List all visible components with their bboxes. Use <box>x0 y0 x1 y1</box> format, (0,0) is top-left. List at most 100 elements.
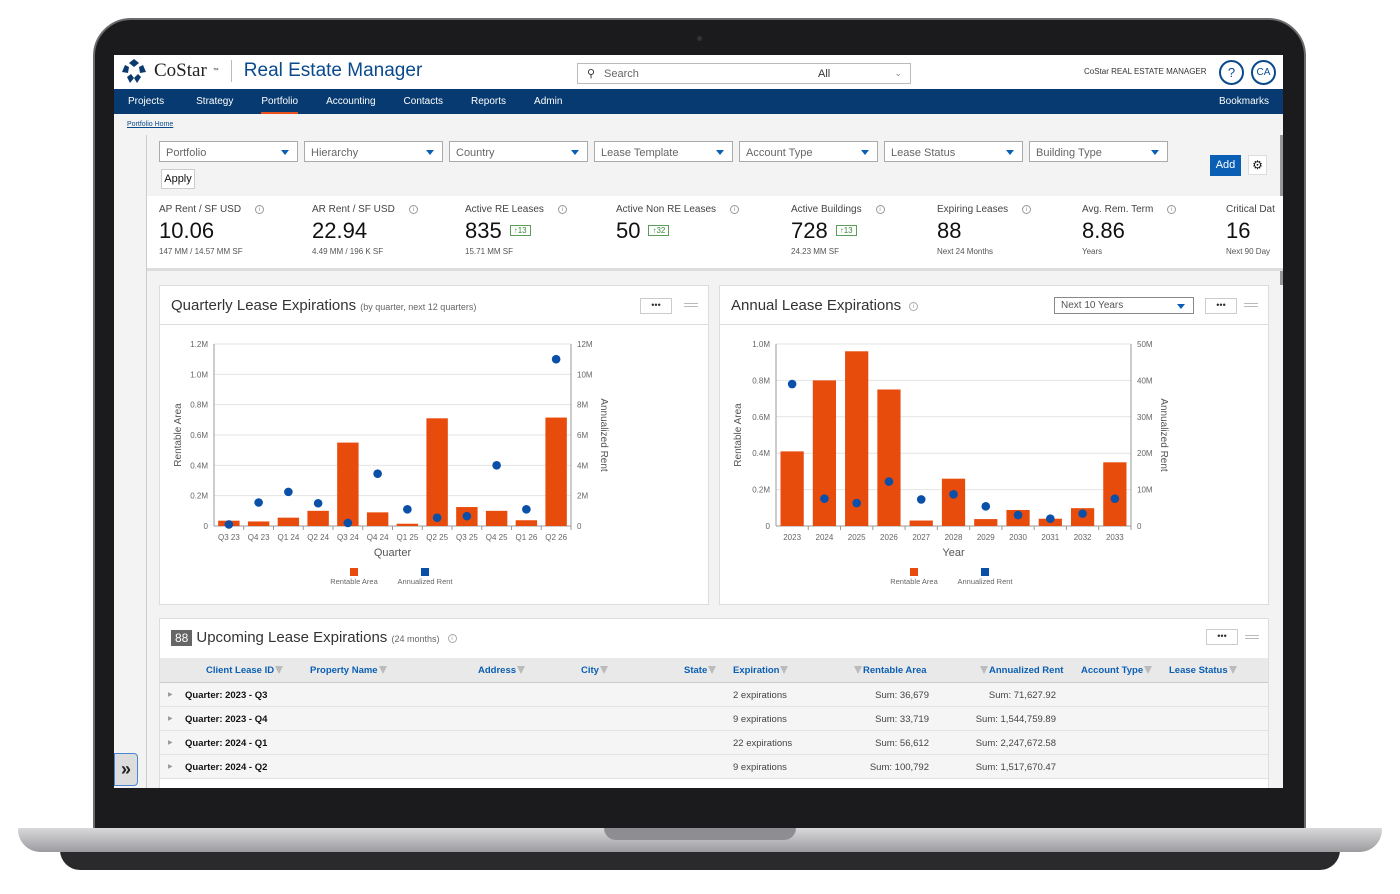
y2-tick-label: 8M <box>577 401 588 410</box>
kpi-card[interactable]: Active Buildings i 728 ↑13 24.23 MM SF <box>791 204 885 256</box>
more-options-button[interactable]: ••• <box>1205 298 1237 314</box>
x-tick-label: Q1 24 <box>277 533 299 542</box>
info-icon[interactable]: i <box>875 205 885 214</box>
nav-reports[interactable]: Reports <box>471 96 507 107</box>
y2-tick-label: 50M <box>1137 340 1153 349</box>
info-icon[interactable]: i <box>909 302 919 311</box>
table-row[interactable]: ▶ Quarter: 2023 - Q3 2 expirations Sum: 36,… <box>160 683 1268 707</box>
nav-admin[interactable]: Admin <box>534 96 563 107</box>
column-header[interactable]: City <box>581 665 609 676</box>
filter-icon[interactable] <box>780 666 789 674</box>
count-badge: 88 <box>171 630 193 646</box>
caret-down-icon <box>861 150 869 155</box>
kpi-label-text: Active RE Leases <box>465 204 544 215</box>
add-button[interactable]: Add <box>1210 155 1241 176</box>
drag-handle-icon[interactable] <box>684 303 698 307</box>
filter-icon[interactable] <box>1144 666 1153 674</box>
kpi-value-text: 88 <box>937 218 962 243</box>
title-text: Quarterly Lease Expirations <box>171 297 357 314</box>
filter-icon[interactable] <box>378 666 387 674</box>
more-options-button[interactable]: ••• <box>640 298 672 314</box>
x-tick-label: 2024 <box>816 533 834 542</box>
bookmarks-link[interactable]: Bookmarks <box>1218 96 1269 107</box>
help-button[interactable]: ? <box>1219 60 1244 85</box>
column-header[interactable]: State <box>684 665 717 676</box>
info-icon[interactable]: i <box>1167 205 1177 214</box>
column-header[interactable]: Property Name <box>310 665 388 676</box>
expand-row-icon[interactable]: ▶ <box>168 740 173 746</box>
expand-sidebar-button[interactable]: » <box>114 753 138 786</box>
search-scope-select[interactable]: All <box>818 67 831 80</box>
range-select[interactable]: Next 10 Years <box>1054 297 1194 314</box>
more-options-button[interactable]: ••• <box>1206 629 1238 645</box>
column-header[interactable]: Address <box>478 665 526 676</box>
filter-icon[interactable] <box>980 666 988 674</box>
table-row[interactable]: ▶ Quarter: 2024 - Q2 9 expirations Sum: 100… <box>160 755 1268 779</box>
filter-icon[interactable] <box>599 666 608 674</box>
kpi-card[interactable]: Active Non RE Leases i 50 ↑32 <box>616 204 740 247</box>
column-header[interactable]: Annualized Rent <box>979 665 1063 676</box>
filter-icon[interactable] <box>1228 666 1237 674</box>
filter-lease-template[interactable]: Lease Template <box>594 141 733 162</box>
filter-icon[interactable] <box>517 666 526 674</box>
x-tick-label: 2027 <box>912 533 930 542</box>
point-2023 <box>787 379 797 389</box>
expand-row-icon[interactable]: ▶ <box>168 692 173 698</box>
brand-name: CoStar <box>154 60 207 81</box>
kpi-value-text: 835 <box>465 218 502 243</box>
expand-row-icon[interactable]: ▶ <box>168 716 173 722</box>
apply-button[interactable]: Apply <box>161 169 195 189</box>
x-tick-label: 2023 <box>783 533 801 542</box>
kpi-card[interactable]: AR Rent / SF USD i 22.94 4.49 MM / 196 K … <box>312 204 418 256</box>
kpi-card[interactable]: AP Rent / SF USD i 10.06 147 MM / 14.57 M… <box>159 204 265 256</box>
filter-hierarchy[interactable]: Hierarchy <box>304 141 443 162</box>
drag-handle-icon[interactable] <box>1245 635 1259 639</box>
column-header[interactable]: Client Lease ID <box>206 665 284 676</box>
info-icon[interactable]: i <box>255 205 265 214</box>
filter-lease-status[interactable]: Lease Status <box>884 141 1023 162</box>
y-tick-label: 1.0M <box>190 370 208 379</box>
kpi-value: 50 ↑32 <box>616 218 739 244</box>
kpi-card[interactable]: Expiring Leases i 88 Next 24 Months <box>937 204 1032 256</box>
nav-strategy[interactable]: Strategy <box>196 96 234 107</box>
info-icon[interactable]: i <box>1022 205 1032 214</box>
kpi-card[interactable]: Critical Dat 16 Next 90 Day <box>1226 204 1275 256</box>
column-header[interactable]: Lease Status <box>1169 665 1238 676</box>
filter-portfolio[interactable]: Portfolio <box>159 141 298 162</box>
expand-row-icon[interactable]: ▶ <box>168 764 173 770</box>
info-icon[interactable]: i <box>730 205 740 214</box>
nav-portfolio[interactable]: Portfolio <box>247 89 312 114</box>
column-header[interactable]: Rentable Area <box>853 665 927 676</box>
nav-projects[interactable]: Projects <box>128 96 165 107</box>
search-input[interactable]: ⚲ Search All ⌄ <box>577 63 911 84</box>
column-label: State <box>684 665 708 676</box>
info-icon[interactable]: i <box>447 634 457 643</box>
breadcrumb[interactable]: Portfolio Home <box>127 121 174 128</box>
info-icon[interactable]: i <box>408 205 418 214</box>
gear-icon[interactable]: ⚙ <box>1248 155 1267 175</box>
info-icon[interactable]: i <box>557 205 567 214</box>
table-row[interactable]: ▶ Quarter: 2024 - Q1 22 expirations Sum: 56… <box>160 731 1268 755</box>
legend-swatch <box>910 568 918 576</box>
table-row[interactable]: ▶ Quarter: 2023 - Q4 9 expirations Sum: 33,… <box>160 707 1268 731</box>
kpi-card[interactable]: Active RE Leases i 835 ↑13 15.71 MM SF <box>465 204 567 256</box>
filter-country[interactable]: Country <box>449 141 588 162</box>
nav-accounting[interactable]: Accounting <box>326 96 376 107</box>
kpi-value: 10.06 <box>159 218 264 244</box>
point-Q1-24 <box>284 487 293 497</box>
filter-account-type[interactable]: Account Type <box>739 141 878 162</box>
filter-icon[interactable] <box>854 666 862 674</box>
kpi-card[interactable]: Avg. Rem. Term i 8.86 Years <box>1082 204 1177 256</box>
filter-icon[interactable] <box>708 666 717 674</box>
y2-tick-label: 0 <box>1137 522 1142 531</box>
filter-icon[interactable] <box>275 666 284 674</box>
logo[interactable]: CoStar ™ Real Estate Manager <box>120 58 422 84</box>
point-Q1-25 <box>403 505 412 514</box>
column-header[interactable]: Account Type <box>1081 665 1153 676</box>
bar-Q1-26 <box>515 520 538 526</box>
filter-building-type[interactable]: Building Type <box>1029 141 1168 162</box>
avatar[interactable]: CA <box>1251 60 1276 85</box>
nav-contacts[interactable]: Contacts <box>403 96 444 107</box>
column-header[interactable]: Expiration <box>733 665 789 676</box>
drag-handle-icon[interactable] <box>1244 303 1258 307</box>
